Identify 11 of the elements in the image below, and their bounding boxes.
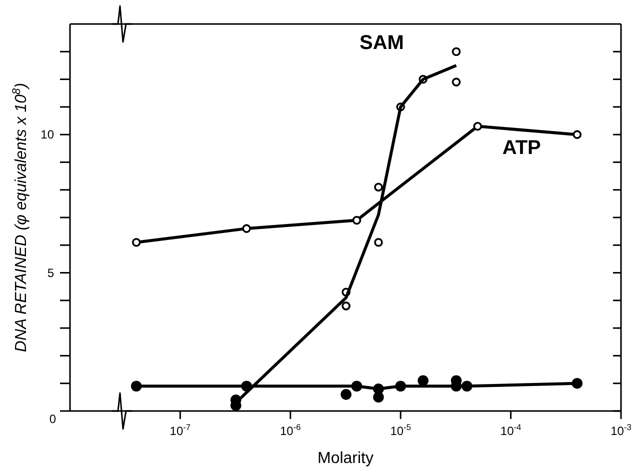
series-label: ATP: [502, 137, 541, 160]
x-tick-label: 10$^{-6}$: [280, 422, 302, 438]
x-tick-label: 10$^{-4}$: [500, 422, 522, 438]
y-tick-label: 5: [47, 266, 54, 280]
x-tick-label: 10$^{-7}$: [170, 422, 191, 438]
x-tick-label: 10$^{-5}$: [390, 422, 412, 438]
y-tick-label: 10: [40, 128, 54, 142]
series-label: SAM: [360, 32, 404, 54]
x-axis-title: Molarity: [317, 450, 374, 467]
x-tick-label: 10$^{-3}$: [610, 422, 632, 438]
y-tick-label: 0: [49, 412, 56, 426]
